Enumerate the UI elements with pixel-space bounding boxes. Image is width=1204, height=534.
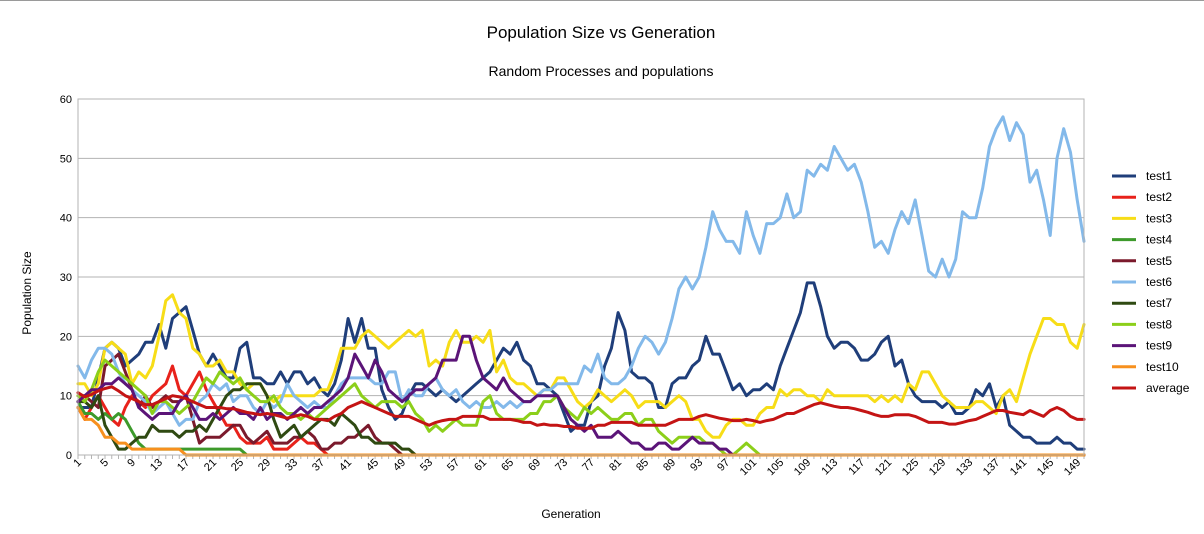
x-tick-label: 17 <box>175 457 192 474</box>
legend: test1 test2 test3 test4 test5 test6 test7 test8… <box>1112 169 1190 395</box>
x-tick-label: 133 <box>954 457 975 478</box>
x-tick-label: 33 <box>283 457 300 474</box>
legend-label-test9: test9 <box>1146 339 1172 353</box>
legend-label-test7: test7 <box>1146 296 1172 310</box>
x-tick-label: 61 <box>472 457 489 474</box>
x-tick-label: 81 <box>607 457 624 474</box>
y-tick-label: 60 <box>60 94 72 106</box>
x-tick-label: 141 <box>1008 457 1029 478</box>
series-line-test6 <box>76 115 1086 427</box>
y-tick-label: 30 <box>60 272 72 284</box>
legend-label-test10: test10 <box>1146 360 1179 374</box>
x-tick-label: 13 <box>148 457 165 474</box>
x-tick-label: 45 <box>364 457 381 474</box>
x-tick-label: 101 <box>738 457 759 478</box>
x-tick-label: 49 <box>391 457 408 474</box>
x-tick-label: 149 <box>1062 457 1083 478</box>
x-tick-label: 53 <box>418 457 435 474</box>
x-tick-label: 89 <box>661 457 678 474</box>
x-tick-label: 73 <box>553 457 570 474</box>
x-tick-label: 29 <box>256 457 273 474</box>
y-tick-label: 0 <box>66 450 72 462</box>
x-tick-label: 77 <box>580 457 597 474</box>
x-axis-ticks: 1 5 9 13 17 21 25 29 33 37 41 45 49 53 57 61 65 69 73 77 81 8… <box>71 455 1085 478</box>
plot-area-border <box>77 98 1085 456</box>
legend-label-test3: test3 <box>1146 211 1172 225</box>
chart-subtitle: Random Processes and populations <box>489 63 714 79</box>
x-tick-label: 37 <box>310 457 327 474</box>
series-lines <box>76 115 1086 457</box>
x-tick-label: 125 <box>900 457 921 478</box>
x-tick-label: 93 <box>688 457 705 474</box>
x-tick-label: 85 <box>634 457 651 474</box>
series-line-average <box>76 385 1086 430</box>
x-tick-label: 105 <box>765 457 786 478</box>
x-axis-label: Generation <box>541 507 600 521</box>
x-tick-label: 41 <box>337 457 354 474</box>
x-tick-label: 109 <box>792 457 813 478</box>
x-tick-label: 121 <box>873 457 894 478</box>
x-tick-label: 137 <box>981 457 1002 478</box>
x-tick-label: 117 <box>846 457 867 478</box>
x-tick-label: 65 <box>499 457 516 474</box>
legend-label-test1: test1 <box>1146 169 1172 183</box>
x-tick-label: 129 <box>927 457 948 478</box>
x-tick-label: 113 <box>819 457 840 478</box>
legend-label-average: average <box>1146 381 1190 395</box>
x-tick-label: 145 <box>1035 457 1056 478</box>
x-tick-label: 25 <box>229 457 246 474</box>
chart-title: Population Size vs Generation <box>487 23 716 42</box>
y-tick-label: 40 <box>60 213 72 225</box>
y-tick-label: 20 <box>60 331 72 343</box>
y-tick-label: 10 <box>60 391 72 403</box>
legend-label-test4: test4 <box>1146 233 1172 247</box>
legend-label-test8: test8 <box>1146 317 1172 331</box>
y-axis-label: Population Size <box>20 251 34 335</box>
legend-label-test5: test5 <box>1146 254 1172 268</box>
legend-label-test2: test2 <box>1146 190 1172 204</box>
x-tick-label: 97 <box>715 457 732 474</box>
series-line-test7 <box>76 382 1086 457</box>
series-line-test1 <box>76 281 1086 451</box>
y-tick-label: 50 <box>60 153 72 165</box>
x-tick-label: 21 <box>202 457 219 474</box>
x-tick-label: 69 <box>526 457 543 474</box>
legend-label-test6: test6 <box>1146 275 1172 289</box>
x-tick-label: 57 <box>445 457 462 474</box>
y-axis-ticks: 0 10 20 30 40 50 60 <box>60 94 72 462</box>
